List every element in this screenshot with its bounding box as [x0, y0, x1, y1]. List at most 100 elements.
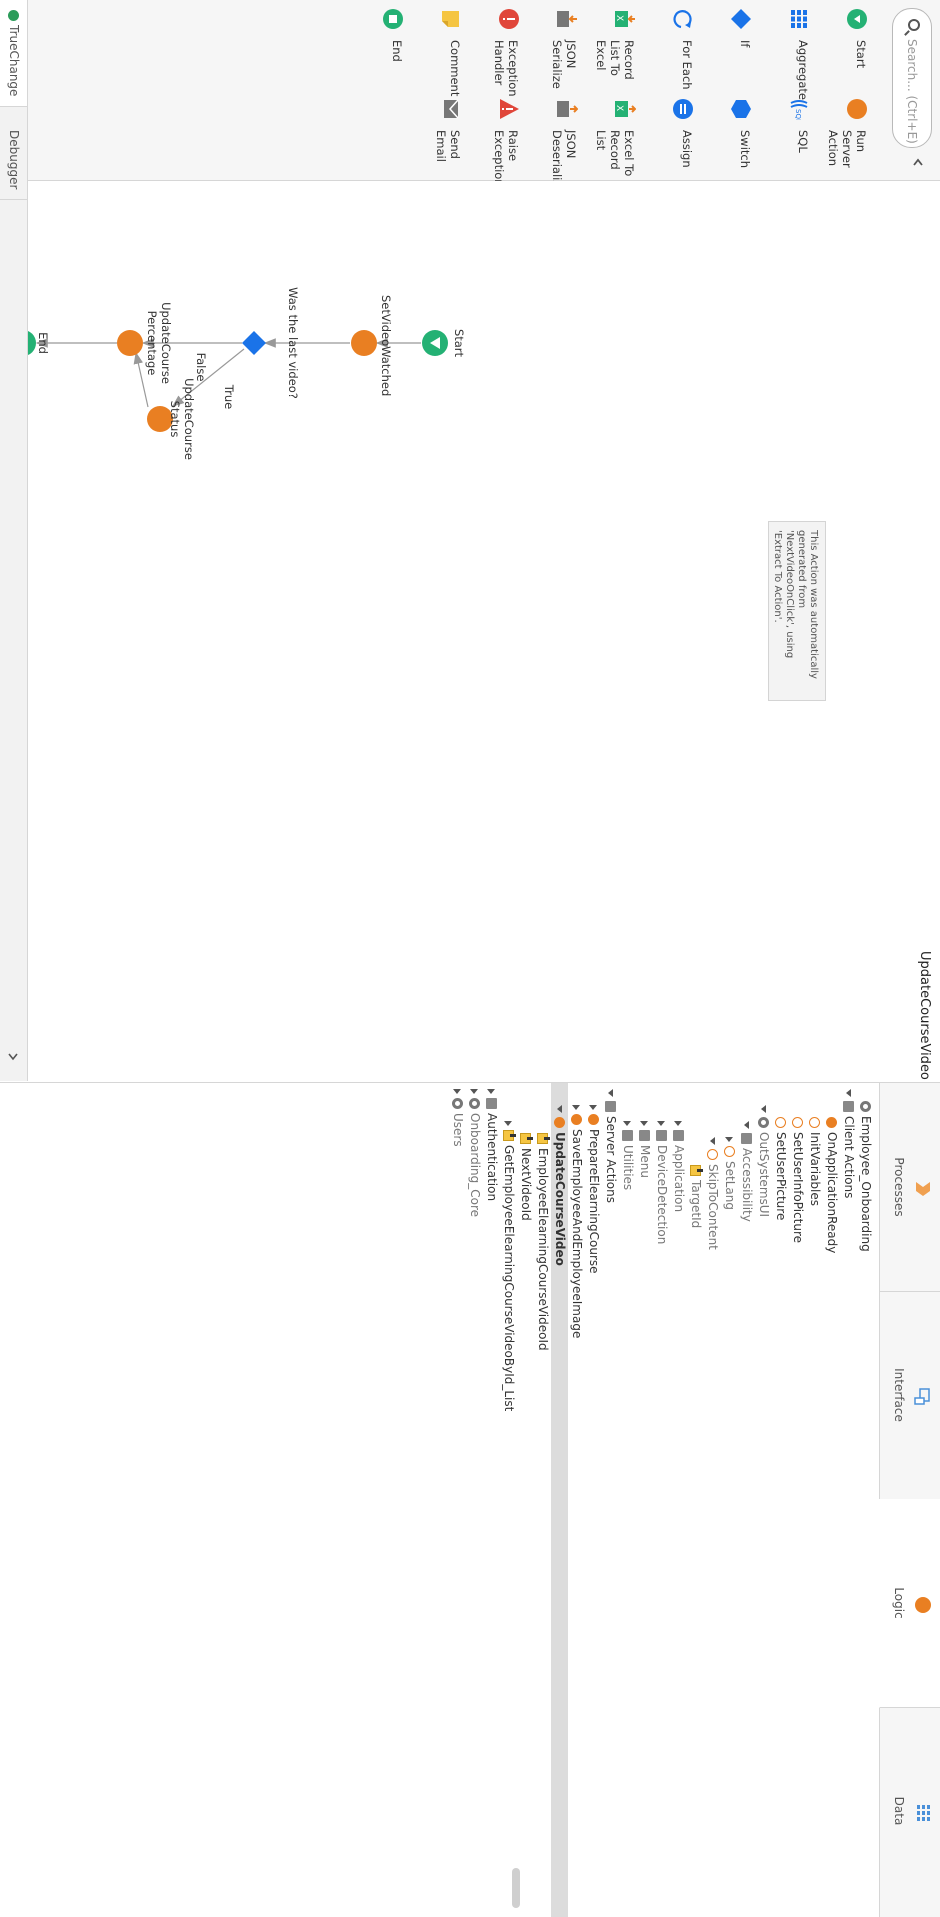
comment-note[interactable]: This Action was automatically generated … [768, 521, 826, 701]
collapse-arrow-icon[interactable] [608, 1089, 613, 1097]
switch-icon [731, 100, 751, 118]
parameter-icon [690, 1165, 701, 1176]
tab-debugger[interactable]: Debugger [0, 120, 27, 201]
tree-item[interactable]: SaveEmployeeAndEmployeeImage [568, 1105, 585, 1338]
tree-item[interactable]: InitVariables [806, 1105, 823, 1206]
tree-item[interactable]: SetUserPicture [772, 1105, 789, 1220]
collapse-arrow-icon[interactable] [557, 1105, 562, 1113]
action-outline-icon [707, 1149, 718, 1160]
tool-send-email[interactable]: Send Email [392, 90, 462, 178]
tool-record-list-to-excel[interactable]: X Record List To Excel [566, 0, 636, 88]
panel-tabs: Processes Interface Logic Data [879, 1083, 940, 1917]
bottom-panel-tabs: TrueChange Debugger [0, 0, 28, 1081]
edge-status-to-pct [133, 351, 149, 408]
tree-item[interactable]: PrepareElearningCourse [585, 1105, 602, 1274]
module-icon [469, 1098, 480, 1109]
tree-item[interactable]: SkipToContent [704, 1137, 721, 1250]
logic-icon [915, 1597, 931, 1613]
tool-comment[interactable]: Comment [392, 0, 462, 96]
tree-item[interactable]: Accessibility [738, 1121, 755, 1222]
expand-arrow-icon[interactable] [470, 1089, 479, 1094]
expand-arrow-icon[interactable] [657, 1121, 666, 1126]
toolbox-search-input[interactable]: Search... (Ctrl+E) [892, 8, 932, 148]
tree-item-label: SaveEmployeeAndEmployeeImage [570, 1129, 584, 1339]
tree-item[interactable]: Onboarding_Core [466, 1089, 483, 1217]
action-icon [554, 1117, 565, 1128]
collapse-toolbox-icon[interactable] [911, 155, 925, 169]
tree-item[interactable]: TargetId [687, 1153, 704, 1228]
tree-item[interactable]: NextVideoId [517, 1121, 534, 1221]
collapse-arrow-icon[interactable] [846, 1089, 851, 1097]
tree-item[interactable]: Server Actions [602, 1089, 619, 1203]
folder-icon [656, 1130, 667, 1141]
tree-item[interactable]: Users [449, 1089, 466, 1147]
tool-run-server-action[interactable]: Run Server Action [798, 90, 868, 178]
tool-switch[interactable]: Switch [682, 90, 752, 178]
tree-item-label: PrepareElearningCourse [587, 1129, 601, 1274]
node-start[interactable] [422, 330, 448, 356]
tab-processes[interactable]: Processes [880, 1083, 940, 1292]
tool-if[interactable]: If [682, 0, 752, 88]
tree-item[interactable]: Application [670, 1121, 687, 1212]
tree-item[interactable]: Utilities [619, 1121, 636, 1190]
node-update-course-status[interactable] [147, 406, 173, 432]
tool-assign[interactable]: Assign [624, 90, 694, 178]
expand-arrow-icon[interactable] [674, 1121, 683, 1126]
collapse-arrow-icon[interactable] [710, 1137, 715, 1145]
tab-truechange[interactable]: TrueChange [0, 0, 27, 108]
tree-item-label: DeviceDetection [655, 1145, 669, 1245]
tree-item-label: SetUserInfoPicture [791, 1132, 805, 1244]
tree-item[interactable]: Employee_Onboarding [857, 1089, 874, 1252]
action-outline-icon [775, 1117, 786, 1128]
tree-item[interactable]: OutSystemsUI [755, 1105, 772, 1217]
expand-arrow-icon[interactable] [572, 1105, 581, 1110]
node-end[interactable] [28, 330, 36, 356]
tab-data[interactable]: Data [880, 1707, 940, 1915]
tool-json-serialize[interactable]: JSON Serialize [508, 0, 578, 89]
tree-item[interactable]: Menu [636, 1121, 653, 1178]
expand-arrow-icon[interactable] [504, 1121, 513, 1126]
node-update-course-percentage[interactable] [117, 330, 143, 356]
expand-arrow-icon[interactable] [640, 1121, 649, 1126]
tree-item[interactable]: Authentication [483, 1089, 500, 1201]
tab-logic[interactable]: Logic [879, 1499, 940, 1708]
tool-raise-exception[interactable]: Raise Exception [450, 90, 520, 187]
chevron-right-icon[interactable] [6, 1050, 20, 1064]
tree-item[interactable]: GetEmployeeElearningCourseVideoById_List [500, 1121, 517, 1411]
node-set-video-watched[interactable] [351, 330, 377, 356]
tool-exception-handler[interactable]: Exception Handler [450, 0, 520, 97]
tree-item[interactable]: SetUserInfoPicture [789, 1105, 806, 1243]
expand-arrow-icon[interactable] [623, 1121, 632, 1126]
tree-scrollbar[interactable] [510, 1868, 522, 1908]
tree-item-label: Onboarding_Core [468, 1113, 482, 1218]
tree-item-label: InitVariables [808, 1132, 822, 1207]
tool-start[interactable]: Start [798, 0, 868, 88]
tree-item[interactable]: DeviceDetection [653, 1121, 670, 1244]
expand-arrow-icon[interactable] [725, 1137, 734, 1142]
node-if[interactable] [242, 331, 266, 355]
tool-aggregate[interactable]: Aggregate [740, 0, 810, 100]
collapse-arrow-icon[interactable] [744, 1121, 749, 1129]
tool-sql[interactable]: SQL SQL [740, 90, 810, 178]
tool-excel-to-record-list[interactable]: X Excel To Record List [566, 90, 636, 178]
tree-item[interactable]: EmployeeElearningCourseVideoId [534, 1121, 551, 1351]
tab-interface[interactable]: Interface [880, 1291, 940, 1500]
expand-arrow-icon[interactable] [453, 1089, 462, 1094]
tool-json-deserialize[interactable]: JSON Deserialize [508, 90, 578, 193]
tool-end[interactable]: End [334, 0, 404, 88]
tool-for-each[interactable]: For Each [624, 0, 694, 90]
expand-arrow-icon[interactable] [487, 1089, 496, 1094]
label-update-course-status: UpdateCourse Status [168, 378, 196, 460]
tree-item[interactable]: OnApplicationReady [823, 1105, 840, 1253]
tree-item-label: NextVideoId [519, 1148, 533, 1221]
tree-item[interactable]: SetLang [721, 1137, 738, 1210]
tree-item[interactable]: Client Actions [840, 1089, 857, 1198]
expand-arrow-icon[interactable] [589, 1105, 598, 1110]
collapse-arrow-icon[interactable] [761, 1105, 766, 1113]
flow-canvas[interactable]: UpdateCourseVideo [0, 181, 940, 1081]
if-icon [731, 9, 751, 29]
svg-text:X: X [614, 105, 624, 111]
tree-item-label: Users [451, 1113, 465, 1147]
tree-item[interactable]: UpdateCourseVideo [551, 1083, 568, 1917]
tree-item-label: Utilities [621, 1145, 635, 1191]
